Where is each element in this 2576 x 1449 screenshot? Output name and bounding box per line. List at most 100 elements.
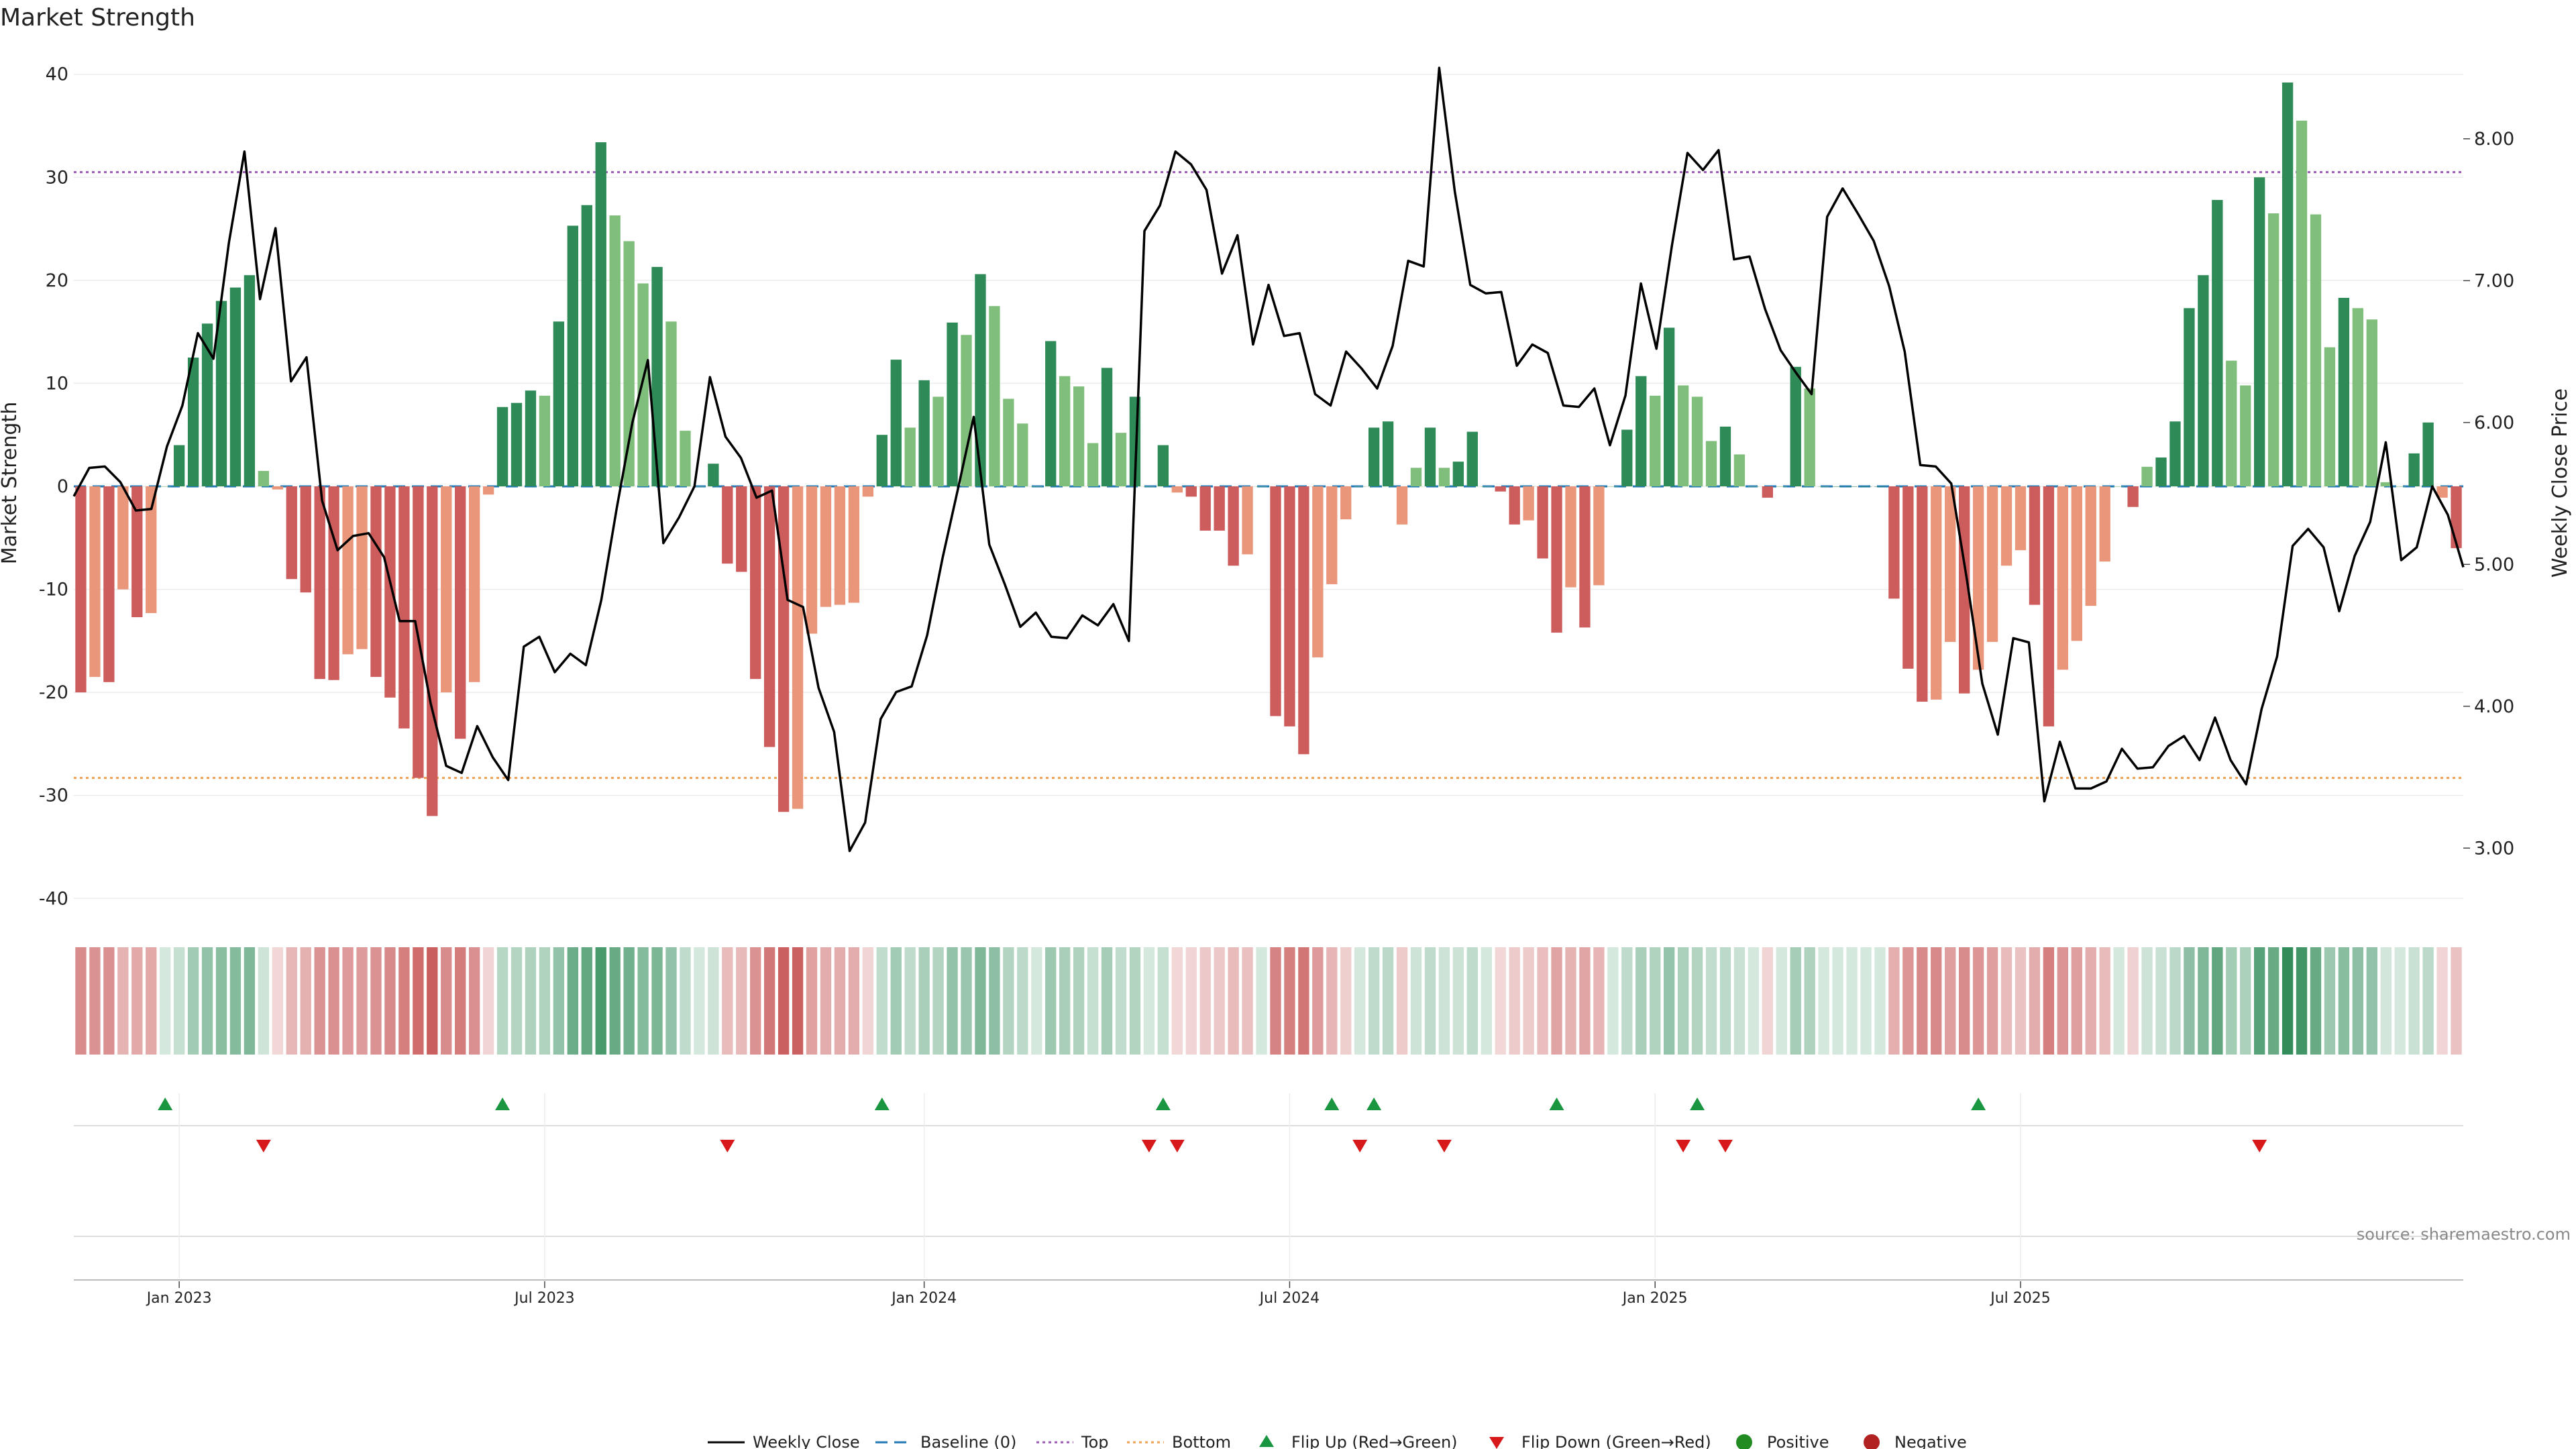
heatmap-cell xyxy=(75,947,87,1055)
strength-bar xyxy=(1410,468,1422,486)
left-axis-label: Market Strength xyxy=(0,402,21,564)
heatmap-cell xyxy=(103,947,115,1055)
strength-bar xyxy=(441,486,452,693)
strength-bar xyxy=(1888,486,1900,599)
heatmap-cell xyxy=(1804,947,1815,1055)
heatmap-cell xyxy=(131,947,143,1055)
heatmap-cell xyxy=(370,947,382,1055)
heatmap-cell xyxy=(2184,947,2195,1055)
heatmap-cell xyxy=(1087,947,1099,1055)
heatmap-cell xyxy=(2169,947,2181,1055)
source-note: source: sharemaestro.com xyxy=(2357,1225,2571,1244)
heatmap-cell xyxy=(1481,947,1492,1055)
legend-top: Top xyxy=(1081,1433,1109,1449)
heatmap-cell xyxy=(2394,947,2406,1055)
strength-bar xyxy=(1185,486,1197,497)
strength-bar xyxy=(1776,486,1787,487)
strength-bar xyxy=(427,486,438,816)
heatmap-cell xyxy=(117,947,129,1055)
heatmap-cell xyxy=(1312,947,1324,1055)
strength-bar xyxy=(1818,486,1829,487)
left-tick-label: 30 xyxy=(46,167,68,188)
flip-down-marker xyxy=(1169,1140,1185,1152)
strength-bar xyxy=(244,275,256,486)
strength-bar xyxy=(1705,441,1717,486)
heatmap-cell xyxy=(2324,947,2336,1055)
strength-bar xyxy=(1256,486,1267,487)
x-tick-label: Jul 2023 xyxy=(513,1290,575,1307)
heatmap-cell xyxy=(932,947,944,1055)
heatmap-cell xyxy=(258,947,270,1055)
strength-bar xyxy=(384,486,396,698)
strength-bar xyxy=(1326,486,1338,584)
strength-bar xyxy=(1073,386,1085,486)
heatmap-cell xyxy=(1719,947,1731,1055)
heatmap-cell xyxy=(1762,947,1774,1055)
heatmap-cell xyxy=(2436,947,2448,1055)
strength-bar xyxy=(1143,486,1155,487)
heatmap-cell xyxy=(1818,947,1829,1055)
strength-bar xyxy=(1650,395,1661,486)
heatmap-cell xyxy=(1031,947,1042,1055)
strength-bar xyxy=(1790,366,1801,486)
strength-bar xyxy=(2296,120,2308,487)
strength-bar xyxy=(496,407,508,486)
heatmap-cell xyxy=(201,947,213,1055)
flip-up-marker xyxy=(1549,1097,1564,1110)
strength-bar xyxy=(2155,458,2167,486)
strength-bar xyxy=(1017,423,1028,486)
heatmap-cell xyxy=(1059,947,1071,1055)
strength-bar xyxy=(356,486,368,649)
heatmap-cell xyxy=(834,947,846,1055)
strength-bar xyxy=(1860,486,1872,487)
heatmap-cell xyxy=(286,947,297,1055)
heatmap-cell xyxy=(1242,947,1253,1055)
heatmap-cell xyxy=(2141,947,2153,1055)
weekly-close-layer xyxy=(72,66,2465,853)
strength-bar xyxy=(736,486,747,572)
heatmap-cell xyxy=(665,947,677,1055)
heatmap-cell xyxy=(1579,947,1591,1055)
strength-bar xyxy=(1199,486,1211,531)
strength-heatmap-strip xyxy=(75,947,2462,1055)
heatmap-cell xyxy=(1846,947,1858,1055)
strength-bar xyxy=(482,486,494,495)
strength-bar xyxy=(2380,482,2392,486)
strength-bar xyxy=(229,287,241,486)
strength-bar xyxy=(694,486,705,487)
strength-bar xyxy=(862,486,874,497)
strength-bar xyxy=(1228,486,1239,566)
x-axis: Jan 2023 Jul 2023 Jan 2024 Jul 2024 Jan 2025… xyxy=(74,1093,2463,1307)
strength-bar xyxy=(1059,376,1071,486)
heatmap-cell xyxy=(918,947,930,1055)
strength-bar xyxy=(201,323,213,486)
x-tick-label: Jan 2025 xyxy=(1621,1290,1688,1307)
heatmap-cell xyxy=(2029,947,2041,1055)
strength-bar xyxy=(722,486,733,564)
strength-bar xyxy=(904,427,916,486)
heatmap-cell xyxy=(398,947,410,1055)
heatmap-cell xyxy=(989,947,1000,1055)
flip-up-marker xyxy=(1366,1097,1382,1110)
heatmap-cell xyxy=(862,947,874,1055)
heatmap-cell xyxy=(708,947,719,1055)
strength-bar xyxy=(820,486,832,607)
strength-bar xyxy=(2394,486,2406,487)
heatmap-cell xyxy=(2352,947,2364,1055)
legend-weekly-close: Weekly Close xyxy=(753,1433,860,1449)
heatmap-cell xyxy=(272,947,283,1055)
x-tick-label: Jul 2024 xyxy=(1258,1290,1320,1307)
strength-bar xyxy=(2085,486,2096,606)
heatmap-cell xyxy=(1199,947,1211,1055)
heatmap-cell xyxy=(1748,947,1760,1055)
strength-bar xyxy=(1087,443,1099,486)
strength-bar xyxy=(581,205,592,486)
strength-bar xyxy=(665,321,677,486)
strength-bar xyxy=(1495,486,1506,492)
heatmap-cell xyxy=(1270,947,1281,1055)
heatmap-cell xyxy=(539,947,551,1055)
strength-bar xyxy=(342,486,354,655)
heatmap-cell xyxy=(2113,947,2125,1055)
strength-bar xyxy=(1579,486,1591,628)
